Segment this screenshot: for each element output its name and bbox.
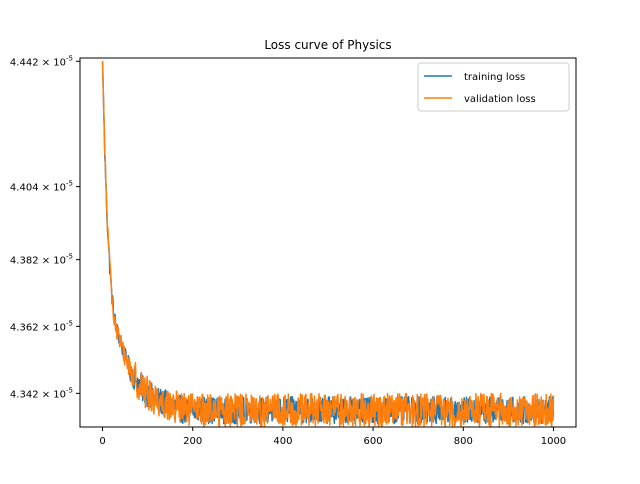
- plot-area-frame: [79, 57, 577, 428]
- x-tick-label: 0: [99, 436, 105, 447]
- y-tick-label: 4.362 × 10-5: [10, 319, 73, 333]
- y-tick-label: 4.404 × 10-5: [10, 180, 73, 194]
- x-axis: 0 200 400 600 800 1000: [99, 427, 566, 447]
- y-tick-label: 4.342 × 10-5: [10, 386, 73, 400]
- legend-label-training-loss: training loss: [464, 72, 525, 83]
- x-tick-label: 400: [273, 436, 292, 447]
- legend-label-validation-loss: validation loss: [464, 94, 536, 105]
- x-tick-label: 1000: [541, 436, 566, 447]
- y-tick-label: 4.382 × 10-5: [10, 253, 73, 267]
- series-line-validation-loss: [101, 61, 555, 427]
- chart-title: Loss curve of Physics: [264, 38, 391, 52]
- legend-box: [417, 62, 570, 112]
- x-tick-label: 800: [454, 436, 473, 447]
- y-axis: 4.342 × 10-5 4.362 × 10-5 4.382 × 10-5 4.40…: [10, 54, 80, 400]
- legend: training loss validation loss: [417, 62, 570, 112]
- x-tick-label: 200: [183, 436, 202, 447]
- x-tick-label: 600: [364, 436, 383, 447]
- y-tick-label: 4.442 × 10-5: [10, 54, 73, 68]
- plot-lines: [101, 61, 555, 427]
